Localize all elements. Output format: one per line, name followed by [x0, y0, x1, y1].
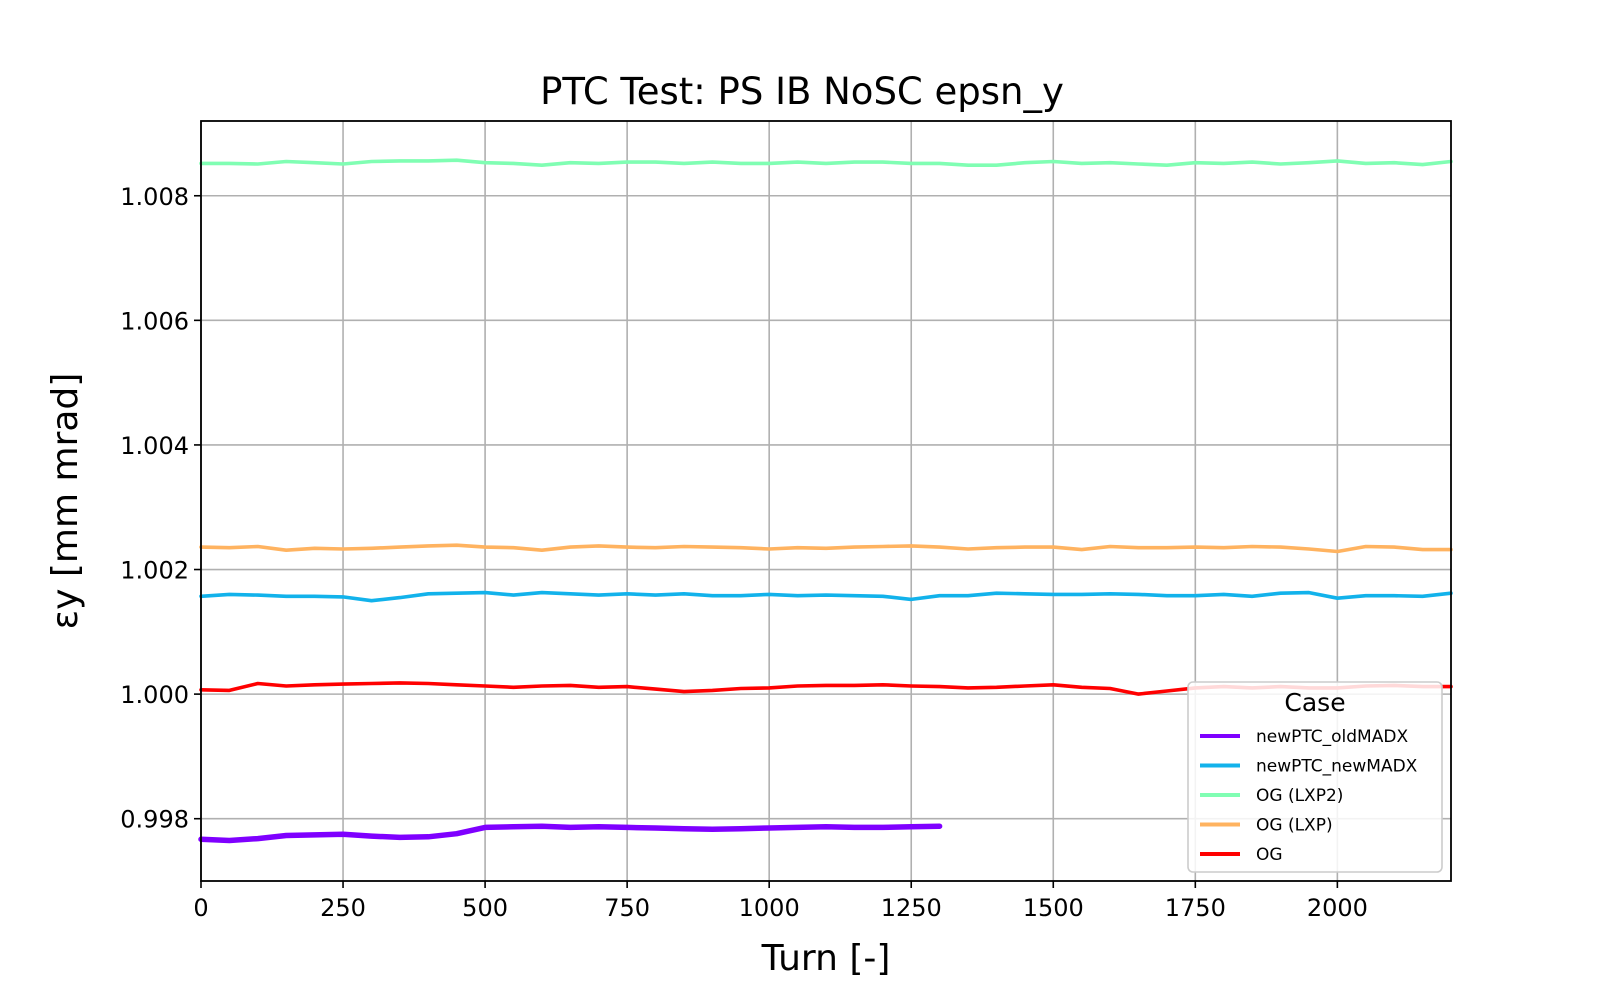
y-tick-label: 0.998: [120, 806, 189, 834]
y-tick-label: 1.006: [120, 307, 189, 335]
series-line-newptc-oldmadx: [198, 823, 943, 844]
x-axis: 0 250 500 750 1000 1250 1500 1750 2000: [193, 881, 1368, 922]
y-tick-label: 1.002: [120, 557, 189, 585]
x-tick-label: 750: [604, 894, 650, 922]
legend-title: Case: [1284, 688, 1345, 717]
legend: Case newPTC_oldMADX newPTC_newMADX OG (LXP…: [1187, 681, 1443, 873]
x-tick-label: 1500: [1023, 894, 1084, 922]
legend-label: newPTC_newMADX: [1256, 757, 1418, 777]
legend-label: OG: [1256, 845, 1283, 865]
x-tick-label: 250: [320, 894, 366, 922]
y-tick-label: 1.000: [120, 681, 189, 709]
x-axis-label: Turn [-]: [761, 938, 891, 979]
legend-box: [1187, 681, 1443, 873]
y-tick-label: 1.008: [120, 183, 189, 211]
legend-label: OG (LXP2): [1256, 786, 1343, 806]
y-tick-label: 1.004: [120, 432, 189, 460]
chart-title: PTC Test: PS IB NoSC epsn_y: [540, 70, 1064, 113]
x-tick-label: 1750: [1165, 894, 1226, 922]
x-tick-label: 1250: [881, 894, 942, 922]
series-line-og-lxp2: [199, 158, 1453, 167]
legend-label: OG (LXP): [1256, 816, 1333, 836]
x-tick-label: 0: [193, 894, 208, 922]
series-line-og-lxp: [199, 543, 1453, 554]
x-tick-label: 500: [462, 894, 508, 922]
legend-items: newPTC_oldMADX newPTC_newMADX OG (LXP2) OG …: [1200, 727, 1418, 865]
x-tick-label: 2000: [1307, 894, 1368, 922]
legend-label: newPTC_oldMADX: [1256, 727, 1408, 747]
y-axis-label: εy [mm mrad]: [45, 373, 86, 630]
plot-frame: [200, 120, 1452, 882]
x-tick-label: 1000: [739, 894, 800, 922]
series-line-newptc-newmadx: [199, 590, 1453, 603]
y-axis: 0.998 1.000 1.002 1.004 1.006 1.008: [120, 183, 201, 834]
